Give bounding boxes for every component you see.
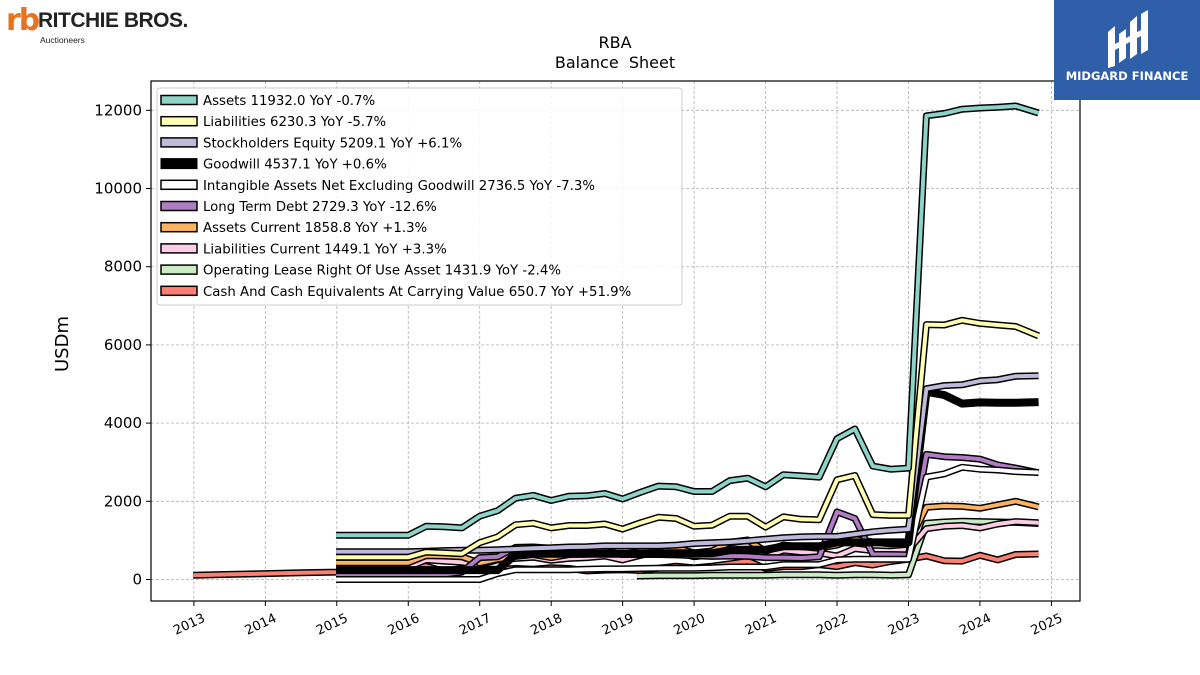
series-8 xyxy=(636,517,1039,580)
legend-label: Liabilities Current 1449.1 YoY +3.3% xyxy=(203,242,447,257)
legend-entry: Goodwill 4537.1 YoY +0.6% xyxy=(160,158,387,173)
rb-logo-mark: rb xyxy=(6,3,40,38)
y-tick-label: 10000 xyxy=(94,180,142,198)
midgard-emblem-icon xyxy=(1108,10,1148,68)
legend-swatch xyxy=(160,179,198,191)
legend-swatch xyxy=(160,94,198,106)
x-tick-label: 2022 xyxy=(814,611,850,639)
legend-swatch xyxy=(160,243,198,254)
y-tick-label: 4000 xyxy=(104,414,142,432)
y-tick-label: 12000 xyxy=(94,101,142,119)
plot-frame xyxy=(150,80,1081,602)
y-axis-label: USDm xyxy=(52,316,73,372)
series-line xyxy=(336,104,1040,538)
series-2 xyxy=(336,372,1039,556)
legend: Assets 11932.0 YoY -0.7% Liabilities 6230… xyxy=(156,87,683,306)
midgard-finance-logo: MIDGARD FINANCE xyxy=(1054,0,1200,100)
legend-label: Goodwill 4537.1 YoY +0.6% xyxy=(203,158,387,173)
legend-box xyxy=(156,87,683,306)
legend-label: Operating Lease Right Of Use Asset 1431.… xyxy=(203,264,561,279)
legend-entry: Stockholders Equity 5209.1 YoY +6.1% xyxy=(160,136,462,151)
series-line xyxy=(636,519,1039,578)
series-line xyxy=(336,465,1039,582)
legend-label: Assets 11932.0 YoY -0.7% xyxy=(203,94,375,109)
series-4 xyxy=(336,463,1039,583)
legend-swatch xyxy=(160,285,198,297)
chart-subtitle: Balance Sheet xyxy=(555,53,675,72)
legend-entry: Liabilities 6230.3 YoY -5.7% xyxy=(160,115,386,130)
y-tick-label: 2000 xyxy=(104,492,142,510)
legend-label: Stockholders Equity 5209.1 YoY +6.1% xyxy=(203,136,462,151)
legend-entry: Assets 11932.0 YoY -0.7% xyxy=(160,94,375,109)
x-tick-label: 2019 xyxy=(600,611,636,639)
rb-logo-sub: Auctioneers xyxy=(40,35,85,45)
x-tick-label: 2016 xyxy=(386,611,422,639)
y-tick-label: 6000 xyxy=(104,336,142,354)
midgard-logo-name: MIDGARD FINANCE xyxy=(1065,69,1189,83)
y-tick-label: 8000 xyxy=(104,258,142,276)
ritchie-bros-logo: rb RITCHIE BROS. Auctioneers xyxy=(4,3,188,48)
x-tick-label: 2025 xyxy=(1029,611,1065,639)
series-line xyxy=(336,373,1039,554)
x-tick-label: 2017 xyxy=(457,611,493,639)
legend-swatch xyxy=(160,158,198,170)
legend-label: Liabilities 6230.3 YoY -5.7% xyxy=(203,115,386,130)
legend-entry: Operating Lease Right Of Use Asset 1431.… xyxy=(160,264,561,279)
series-lines xyxy=(193,102,1040,583)
legend-label: Assets Current 1858.8 YoY +1.3% xyxy=(203,221,427,236)
y-axis-label-group: USDm xyxy=(52,316,73,372)
legend-swatch xyxy=(160,200,198,212)
legend-entry: Liabilities Current 1449.1 YoY +3.3% xyxy=(160,242,447,257)
legend-swatch xyxy=(160,221,198,233)
legend-swatch xyxy=(160,137,198,148)
chart-title: RBA xyxy=(598,33,631,52)
series-line xyxy=(336,318,1040,560)
legend-entry: Long Term Debt 2729.3 YoY -12.6% xyxy=(160,200,437,215)
legend-entry: Intangible Assets Net Excluding Goodwill… xyxy=(160,179,595,194)
series-1 xyxy=(336,316,1040,561)
x-tick-label: 2024 xyxy=(957,611,993,639)
x-tick-label: 2018 xyxy=(529,611,565,639)
x-tick-label: 2020 xyxy=(671,611,707,639)
y-tick-label: 0 xyxy=(132,570,142,588)
legend-swatch xyxy=(160,115,198,127)
legend-entry: Assets Current 1858.8 YoY +1.3% xyxy=(160,221,427,236)
legend-label: Long Term Debt 2729.3 YoY -12.6% xyxy=(203,200,437,215)
x-tick-label: 2015 xyxy=(314,611,350,639)
legend-label: Cash And Cash Equivalents At Carrying Va… xyxy=(203,285,631,300)
legend-swatch xyxy=(160,264,198,275)
x-tick-label: 2013 xyxy=(171,611,207,639)
x-tick-label: 2014 xyxy=(243,611,279,639)
legend-label: Intangible Assets Net Excluding Goodwill… xyxy=(203,179,595,194)
x-tick-label: 2021 xyxy=(743,611,779,639)
legend-entry: Cash And Cash Equivalents At Carrying Va… xyxy=(160,285,631,300)
series-0 xyxy=(336,102,1040,539)
rb-logo-name: RITCHIE BROS. xyxy=(38,9,188,32)
x-tick-label: 2023 xyxy=(886,611,922,639)
